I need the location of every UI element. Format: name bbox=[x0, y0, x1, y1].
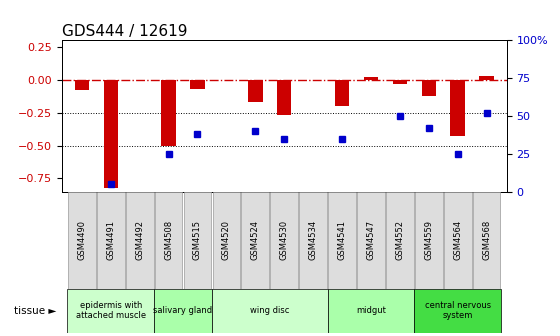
Text: midgut: midgut bbox=[356, 306, 386, 315]
Bar bbox=[444, 192, 472, 289]
Text: GSM4568: GSM4568 bbox=[482, 220, 491, 260]
Text: GSM4547: GSM4547 bbox=[366, 220, 375, 260]
Text: wing disc: wing disc bbox=[250, 306, 290, 315]
Text: GDS444 / 12619: GDS444 / 12619 bbox=[62, 24, 187, 39]
Text: GSM4491: GSM4491 bbox=[106, 220, 115, 260]
Bar bbox=[450, 80, 465, 136]
Bar bbox=[479, 76, 494, 80]
Bar bbox=[241, 192, 269, 289]
Text: GSM4541: GSM4541 bbox=[338, 220, 347, 260]
Bar bbox=[248, 80, 263, 102]
Bar bbox=[415, 192, 442, 289]
Text: GSM4552: GSM4552 bbox=[395, 220, 404, 260]
Bar bbox=[473, 192, 501, 289]
Text: tissue ►: tissue ► bbox=[13, 306, 56, 316]
Bar bbox=[393, 80, 407, 84]
Text: GSM4564: GSM4564 bbox=[453, 220, 462, 260]
Text: GSM4492: GSM4492 bbox=[135, 220, 144, 260]
Bar bbox=[357, 192, 385, 289]
Bar bbox=[386, 192, 414, 289]
Bar bbox=[414, 289, 501, 333]
Bar bbox=[277, 80, 291, 115]
Bar bbox=[212, 192, 240, 289]
Text: epidermis with
attached muscle: epidermis with attached muscle bbox=[76, 301, 146, 321]
Text: GSM4520: GSM4520 bbox=[222, 220, 231, 260]
Text: GSM4559: GSM4559 bbox=[424, 220, 433, 260]
Bar bbox=[328, 289, 414, 333]
Bar bbox=[155, 192, 183, 289]
Bar bbox=[74, 80, 89, 90]
Bar bbox=[190, 80, 205, 89]
Text: salivary gland: salivary gland bbox=[153, 306, 213, 315]
Bar bbox=[422, 80, 436, 95]
Bar bbox=[328, 192, 356, 289]
Text: GSM4530: GSM4530 bbox=[279, 220, 289, 260]
Bar bbox=[363, 77, 378, 80]
Bar bbox=[335, 80, 349, 106]
Bar bbox=[299, 192, 327, 289]
Bar bbox=[184, 192, 211, 289]
Text: GSM4515: GSM4515 bbox=[193, 220, 202, 260]
Bar bbox=[270, 192, 298, 289]
Bar bbox=[154, 289, 212, 333]
Bar bbox=[104, 80, 118, 187]
Text: GSM4534: GSM4534 bbox=[309, 220, 318, 260]
Bar bbox=[67, 289, 154, 333]
Text: GSM4524: GSM4524 bbox=[251, 220, 260, 260]
Bar bbox=[126, 192, 153, 289]
Text: GSM4490: GSM4490 bbox=[77, 220, 86, 260]
Text: central nervous
system: central nervous system bbox=[424, 301, 491, 321]
Bar bbox=[68, 192, 96, 289]
Bar bbox=[212, 289, 328, 333]
Bar bbox=[161, 80, 176, 145]
Bar bbox=[97, 192, 125, 289]
Text: GSM4508: GSM4508 bbox=[164, 220, 173, 260]
